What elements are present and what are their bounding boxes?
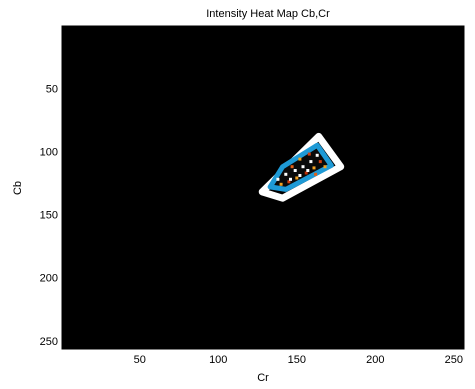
y-axis-ticks: 50 100 150 200 250 xyxy=(40,83,66,348)
y-axis-label: Cb xyxy=(12,181,24,195)
chart-title: Intensity Heat Map Cb,Cr xyxy=(206,8,330,20)
x-tick-label: 150 xyxy=(288,354,306,366)
x-tick-label: 200 xyxy=(366,354,384,366)
y-tick-label: 100 xyxy=(40,147,58,159)
x-axis-ticks: 50 100 150 200 250 xyxy=(134,345,463,366)
intensity-point xyxy=(314,172,318,176)
intensity-point xyxy=(307,152,311,156)
x-tick-label: 100 xyxy=(209,354,227,366)
intensity-point xyxy=(293,169,297,172)
intensity-points xyxy=(276,152,327,186)
intensity-point xyxy=(304,171,308,175)
intensity-point xyxy=(306,169,310,172)
y-tick-label: 50 xyxy=(46,83,58,95)
y-tick-label: 150 xyxy=(40,210,58,222)
x-tick-label: 50 xyxy=(134,354,146,366)
intensity-point xyxy=(279,182,283,186)
intensity-point xyxy=(290,165,294,169)
x-axis-label: Cr xyxy=(257,372,269,384)
intensity-point xyxy=(309,160,313,164)
y-tick-label: 250 xyxy=(40,336,58,348)
intensity-point xyxy=(295,176,299,180)
intensity-point xyxy=(312,166,316,170)
x-tick-label: 250 xyxy=(445,354,463,366)
intensity-point xyxy=(323,165,327,169)
y-tick-label: 200 xyxy=(40,273,58,285)
intensity-point xyxy=(315,153,319,157)
intensity-point xyxy=(301,165,305,169)
intensity-point xyxy=(298,157,302,161)
intensity-point xyxy=(318,160,322,164)
intensity-point xyxy=(298,174,302,177)
intensity-point xyxy=(289,177,292,181)
intensity-point xyxy=(287,180,291,184)
intensity-point xyxy=(276,177,280,181)
intensity-point xyxy=(284,172,288,176)
